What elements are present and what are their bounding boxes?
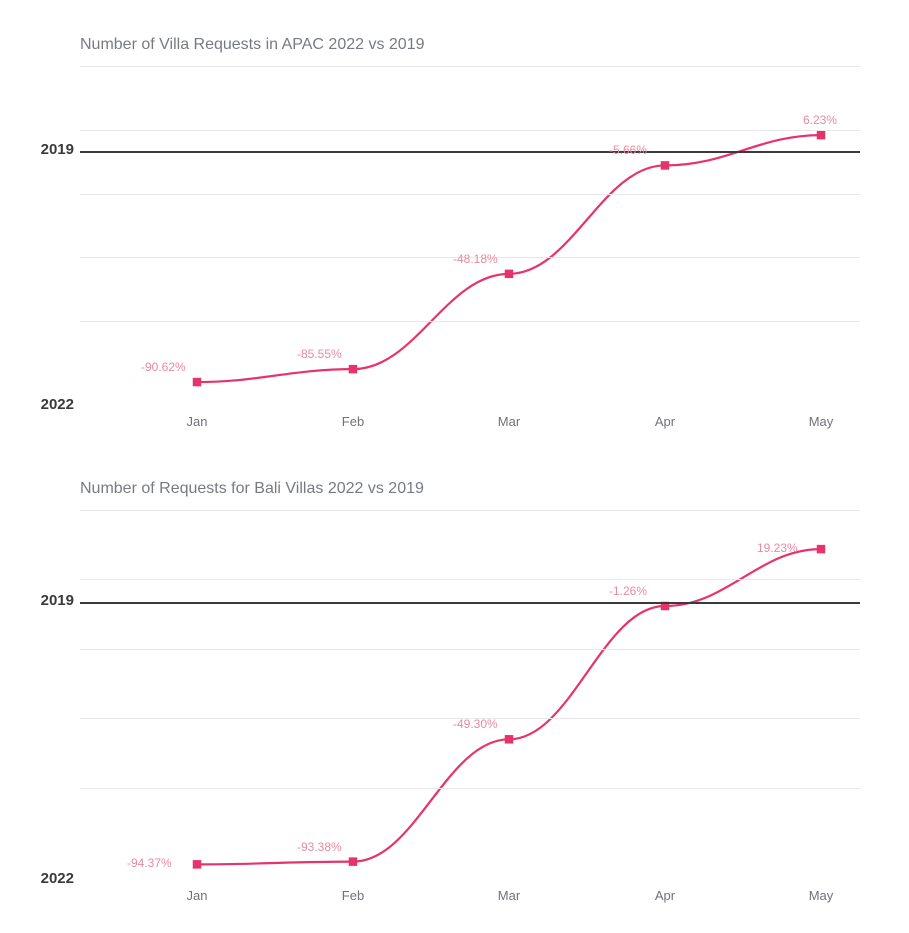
series-line	[197, 135, 821, 382]
y-axis-bottom-label: 2022	[24, 396, 74, 413]
x-axis: Jan Feb Mar Apr May	[80, 414, 860, 434]
x-tick-label: Apr	[655, 414, 675, 429]
chart-plot-area: 2019 2022 JanFebMarAprMay -90.62%-85.55%…	[80, 66, 860, 406]
chart-bali: Number of Requests for Bali Villas 2022 …	[80, 480, 860, 880]
data-label: -48.18%	[453, 252, 498, 266]
grid-line	[80, 66, 860, 67]
grid-line	[80, 130, 860, 131]
data-marker	[350, 858, 357, 865]
data-marker	[194, 861, 201, 868]
grid-line	[80, 321, 860, 322]
y-axis-top-label: 2019	[24, 141, 74, 158]
baseline-2019	[80, 151, 860, 153]
data-label: 6.23%	[803, 113, 837, 127]
x-tick-label: May	[809, 414, 834, 429]
grid-line	[80, 510, 860, 511]
x-tick-label: May	[809, 888, 834, 903]
chart-title: Number of Requests for Bali Villas 2022 …	[80, 480, 860, 498]
chart-apac: Number of Villa Requests in APAC 2022 vs…	[80, 36, 860, 406]
chart-plot-area: 2019 2022 JanFebMarAprMay -94.37%-93.38%…	[80, 510, 860, 880]
data-label: -49.30%	[453, 717, 498, 731]
x-axis: Jan Feb Mar Apr May	[80, 888, 860, 908]
chart-svg	[80, 510, 860, 880]
data-label: -94.37%	[127, 856, 172, 870]
grid-line	[80, 194, 860, 195]
baseline-2019	[80, 602, 860, 604]
data-label: 19.23%	[757, 541, 798, 555]
grid-line	[80, 579, 860, 580]
grid-line	[80, 649, 860, 650]
chart-title: Number of Villa Requests in APAC 2022 vs…	[80, 36, 860, 54]
data-marker	[818, 546, 825, 553]
grid-line	[80, 788, 860, 789]
data-label: -1.26%	[609, 584, 647, 598]
x-tick-label: Feb	[342, 888, 364, 903]
x-tick-label: Jan	[187, 414, 208, 429]
data-marker	[662, 162, 669, 169]
data-marker	[506, 270, 513, 277]
x-tick-label: Mar	[498, 888, 520, 903]
data-label: -5.66%	[609, 143, 647, 157]
series-line	[197, 549, 821, 864]
x-tick-label: Apr	[655, 888, 675, 903]
data-marker	[506, 736, 513, 743]
y-axis-bottom-label: 2022	[24, 870, 74, 887]
data-label: -85.55%	[297, 347, 342, 361]
chart-svg	[80, 66, 860, 406]
data-marker	[350, 366, 357, 373]
data-label: -93.38%	[297, 840, 342, 854]
y-axis-top-label: 2019	[24, 592, 74, 609]
x-tick-label: Jan	[187, 888, 208, 903]
x-tick-label: Feb	[342, 414, 364, 429]
data-marker	[194, 379, 201, 386]
data-label: -90.62%	[141, 360, 186, 374]
page-root: Number of Villa Requests in APAC 2022 vs…	[0, 0, 909, 933]
x-tick-label: Mar	[498, 414, 520, 429]
data-marker	[818, 132, 825, 139]
